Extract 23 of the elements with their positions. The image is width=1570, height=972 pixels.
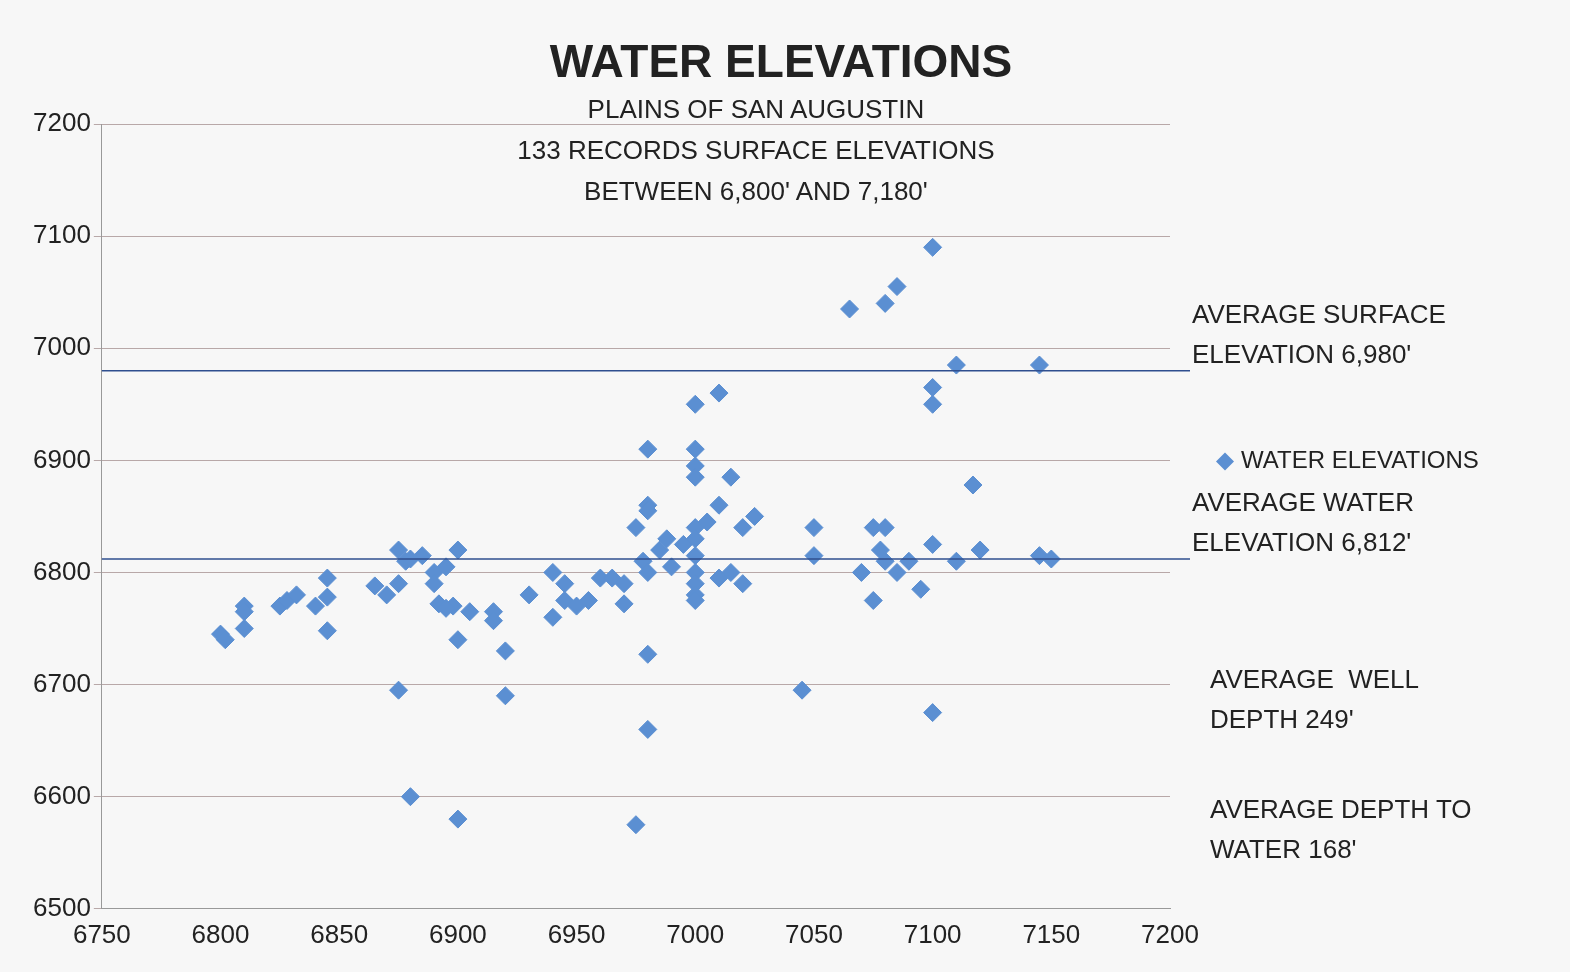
chart-title: WATER ELEVATIONS <box>549 34 1013 87</box>
x-tick-label: 7100 <box>903 918 962 949</box>
y-tick-label: 7000 <box>33 331 91 362</box>
x-tick-label: 7200 <box>1141 918 1199 949</box>
chart-subtitle: PLAINS OF SAN AUGUSTIN 133 RECORDS SURFACE ELEVATIONS BETWEEN 6,800' AND 7,180' <box>517 94 995 207</box>
x-tick-label: 7050 <box>785 918 843 949</box>
y-tick-label: 6900 <box>33 443 91 474</box>
text: AVERAGE WELL DEPTH 249' <box>1210 664 1420 735</box>
text: AVERAGE DEPTH TO WATER 168' <box>1210 793 1472 864</box>
y-tick-label: 7200 <box>33 107 91 138</box>
x-tick-label: 6850 <box>310 918 369 949</box>
x-tick-label: 6800 <box>191 918 250 949</box>
y-tick-label: 6600 <box>33 779 91 810</box>
ref-line-label: AVERAGE WATER ELEVATION 6,812' <box>1192 487 1414 558</box>
x-tick-label: 6950 <box>547 918 606 949</box>
y-tick-label: 6800 <box>33 555 91 586</box>
x-tick-label: 6900 <box>428 918 487 949</box>
y-tick-label: 7100 <box>33 219 91 250</box>
x-tick-label: 7000 <box>666 918 725 949</box>
legend-label: WATER ELEVATIONS <box>1241 446 1479 474</box>
ref-line-label: AVERAGE SURFACE ELEVATION 6,980' <box>1192 298 1446 369</box>
x-tick-label: 7150 <box>1022 918 1081 949</box>
y-tick-label: 6700 <box>33 667 91 698</box>
